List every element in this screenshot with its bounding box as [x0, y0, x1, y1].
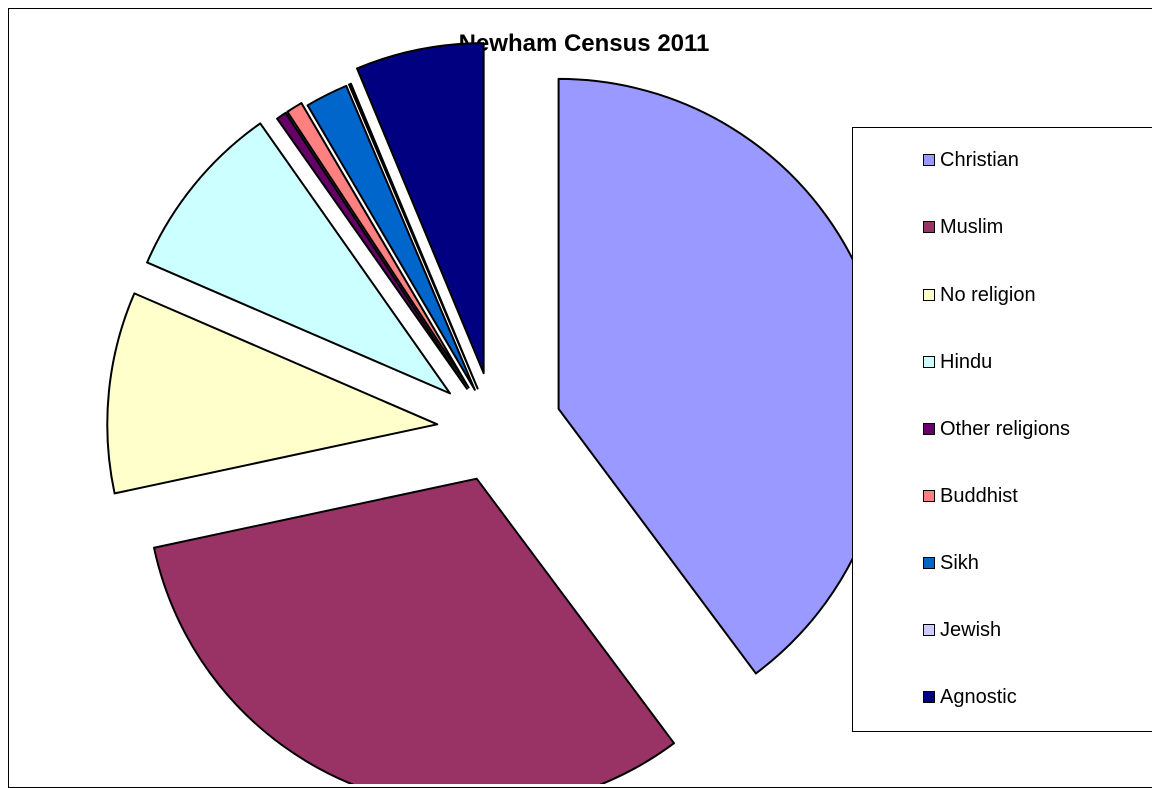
pie-slice-agnostic — [356, 42, 485, 375]
legend-label: Buddhist — [940, 484, 1018, 507]
legend-label: Agnostic — [940, 685, 1017, 708]
legend-label: Hindu — [940, 350, 993, 373]
legend-swatch — [923, 490, 935, 502]
legend-swatch — [923, 691, 935, 703]
legend-item-no-religion: No religion — [923, 283, 1036, 307]
legend-label: Christian — [940, 148, 1019, 171]
legend-item-jewish: Jewish — [923, 618, 1001, 642]
legend-swatch — [923, 557, 935, 569]
legend-label: Sikh — [940, 551, 979, 574]
chart-title: Newham Census 2011 — [458, 30, 710, 57]
legend: Christian Muslim No religion Hindu Other… — [852, 127, 1152, 732]
legend-label: No religion — [940, 283, 1036, 306]
pie-slice-jewish — [348, 82, 479, 390]
pie-slice-hindu — [146, 122, 452, 395]
pie-slice-muslim — [153, 477, 675, 784]
legend-swatch — [923, 624, 935, 636]
pie-slice-no-religion — [106, 292, 439, 495]
legend-item-hindu: Hindu — [923, 350, 992, 374]
legend-swatch — [923, 154, 935, 166]
legend-swatch — [923, 289, 935, 301]
legend-item-muslim: Muslim — [923, 215, 1003, 239]
pie-slice-sikh — [306, 84, 476, 391]
legend-item-sikh: Sikh — [923, 551, 979, 575]
pie-slice-other-religions — [276, 111, 468, 390]
legend-item-christian: Christian — [923, 148, 1019, 172]
legend-item-other-religions: Other religions — [923, 417, 1070, 441]
legend-swatch — [923, 221, 935, 233]
legend-label: Other religions — [940, 417, 1071, 440]
pie-slice-christian — [557, 77, 890, 675]
legend-label: Muslim — [940, 215, 1004, 238]
legend-label: Jewish — [940, 618, 1002, 641]
legend-item-buddhist: Buddhist — [923, 484, 1018, 508]
pie-slice-buddhist — [286, 102, 470, 389]
legend-swatch — [923, 356, 935, 368]
legend-swatch — [923, 423, 935, 435]
legend-item-agnostic: Agnostic — [923, 685, 1017, 709]
